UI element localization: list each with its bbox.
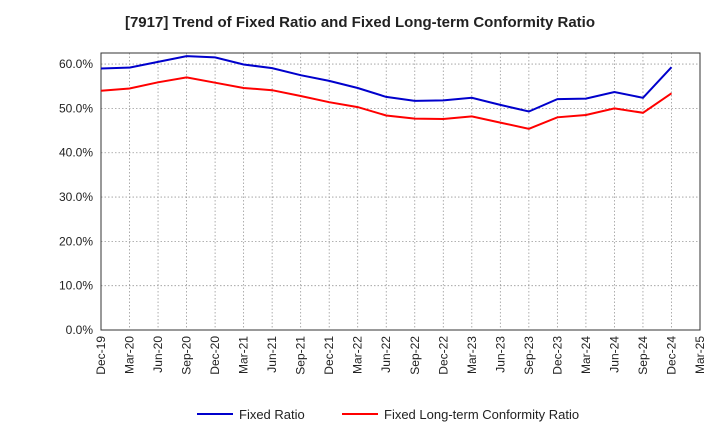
x-tick-label: Sep-20 bbox=[180, 336, 194, 375]
x-tick-label: Mar-21 bbox=[237, 336, 251, 374]
x-tick-label: Mar-25 bbox=[693, 336, 707, 374]
fixed-ratio-line bbox=[100, 55, 673, 113]
x-tick-label: Dec-22 bbox=[436, 336, 450, 375]
legend-fixed-ratio-label: Fixed Ratio bbox=[239, 407, 305, 422]
x-tick-label: Mar-24 bbox=[579, 336, 593, 374]
y-tick-label: 30.0% bbox=[59, 190, 93, 204]
y-tick-label: 60.0% bbox=[59, 57, 93, 71]
x-tick-label: Dec-20 bbox=[208, 336, 222, 375]
y-tick-label: 40.0% bbox=[59, 146, 93, 160]
x-tick-label: Mar-20 bbox=[123, 336, 137, 374]
x-tick-label: Jun-24 bbox=[607, 336, 621, 373]
y-tick-label: 0.0% bbox=[66, 323, 94, 337]
x-tick-label: Dec-19 bbox=[94, 336, 108, 375]
x-tick-label: Sep-24 bbox=[636, 336, 650, 375]
x-tick-label: Dec-24 bbox=[664, 336, 678, 375]
y-tick-label: 10.0% bbox=[59, 279, 93, 293]
x-tick-label: Dec-21 bbox=[322, 336, 336, 375]
x-tick-label: Mar-23 bbox=[465, 336, 479, 374]
x-tick-label: Jun-21 bbox=[265, 336, 279, 373]
legend-fixed-long-term-conformity-ratio-label: Fixed Long-term Conformity Ratio bbox=[384, 407, 579, 422]
x-tick-label: Mar-22 bbox=[351, 336, 365, 374]
x-tick-label: Jun-23 bbox=[493, 336, 507, 373]
y-tick-label: 50.0% bbox=[59, 101, 93, 115]
x-tick-label: Sep-23 bbox=[522, 336, 536, 375]
x-tick-label: Jun-20 bbox=[151, 336, 165, 373]
x-tick-label: Sep-21 bbox=[294, 336, 308, 375]
chart-title: [7917] Trend of Fixed Ratio and Fixed Lo… bbox=[124, 14, 596, 31]
plot-frame bbox=[100, 52, 701, 331]
fixed-long-term-conformity-ratio-line bbox=[100, 76, 673, 130]
x-tick-label: Jun-22 bbox=[379, 336, 393, 373]
y-tick-label: 20.0% bbox=[59, 234, 93, 248]
x-tick-label: Sep-22 bbox=[408, 336, 422, 375]
x-tick-label: Dec-23 bbox=[550, 336, 564, 375]
